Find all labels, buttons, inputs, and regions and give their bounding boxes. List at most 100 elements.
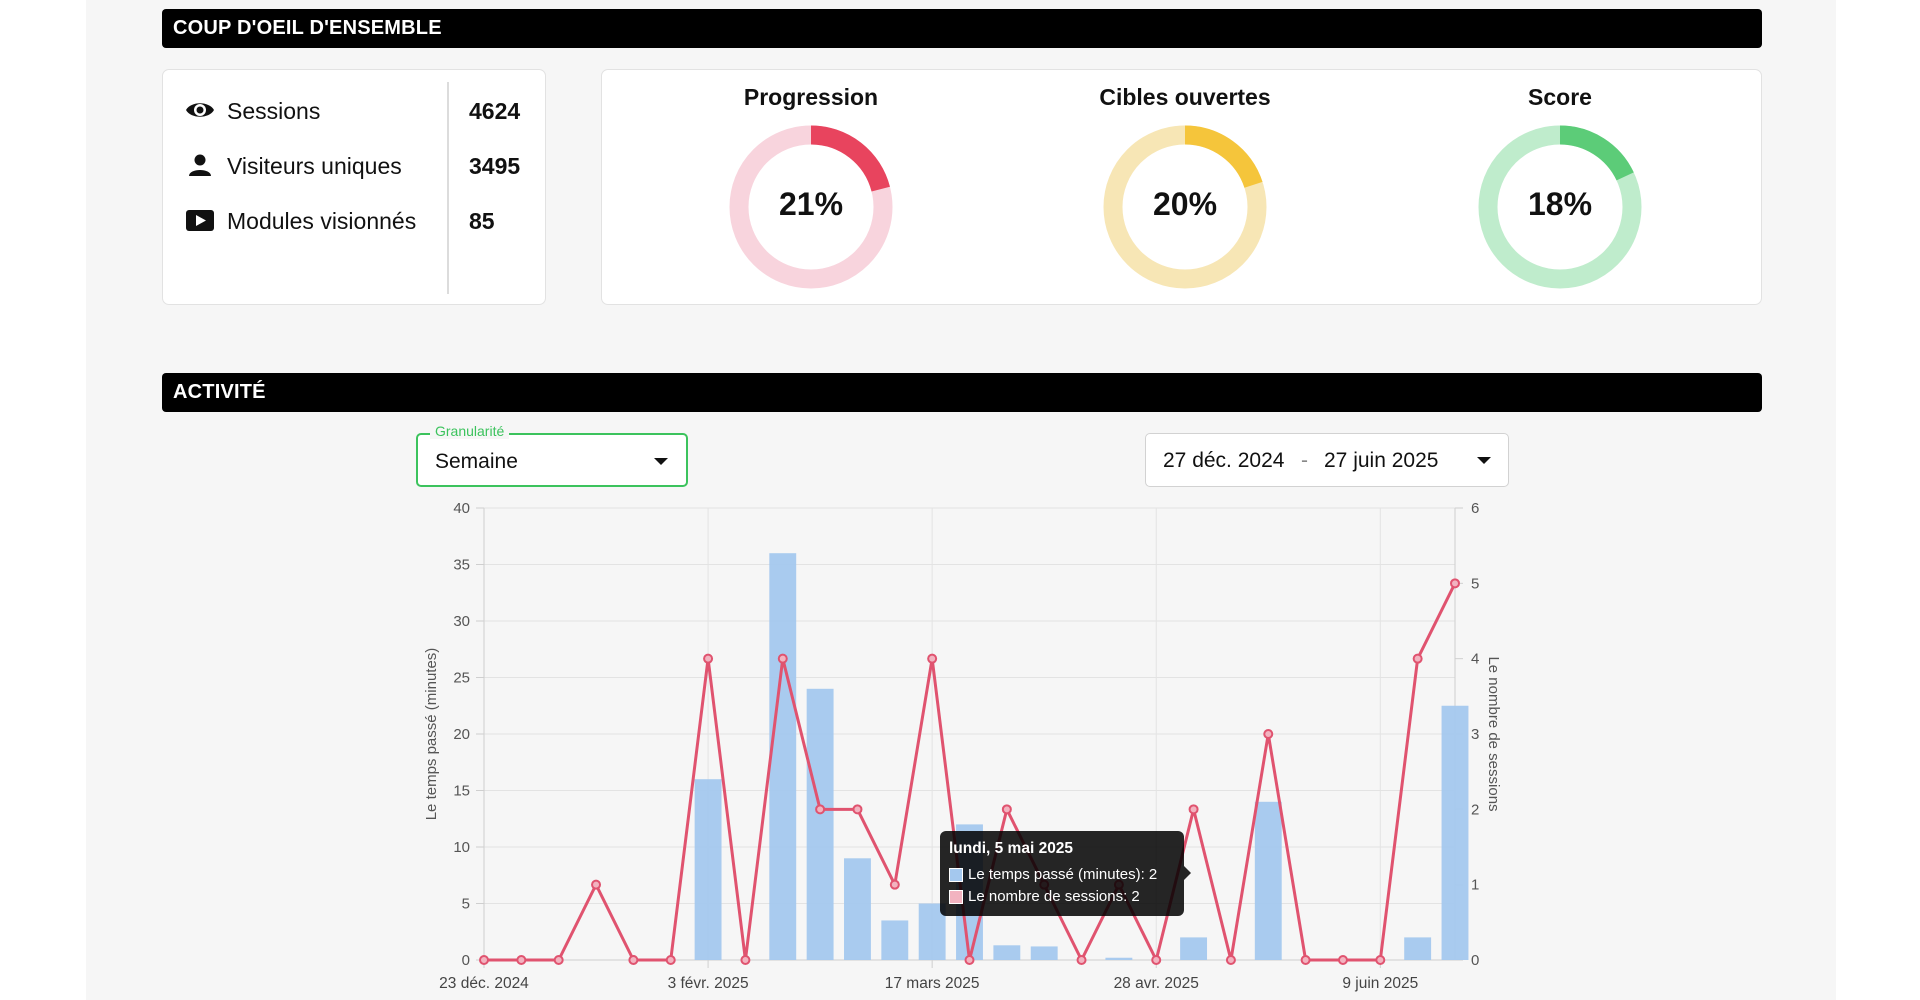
bar — [881, 920, 909, 960]
stats-divider — [447, 82, 449, 294]
line-point — [1412, 653, 1423, 664]
line-point — [964, 955, 975, 965]
donut-arc — [1103, 125, 1267, 289]
line-point — [889, 879, 900, 890]
line-point — [628, 955, 639, 965]
tooltip-swatch-bar — [949, 868, 963, 882]
stat-row-visitors: Visiteurs uniques 3495 — [163, 145, 543, 185]
bar — [806, 688, 834, 960]
x-tick-label: 3 févr. 2025 — [668, 975, 749, 992]
bar — [694, 779, 722, 960]
y-axis-title: Le temps passé (minutes) — [423, 648, 440, 821]
donuts-card: Progression 21% Cibles ouvertes 20% Scor… — [601, 69, 1762, 305]
line-point — [553, 955, 564, 965]
donut-value: 18% — [1527, 186, 1593, 222]
line-point — [479, 955, 489, 965]
date-start: 27 déc. 2024 — [1163, 449, 1285, 472]
bar — [1404, 937, 1432, 960]
line-point — [591, 879, 602, 890]
sessions-label: Sessions — [227, 98, 321, 124]
donut-score: Score 18% — [1410, 70, 1710, 300]
bar — [1180, 937, 1208, 960]
stats-card: Sessions 4624 Visiteurs uniques 3495 Mod… — [162, 69, 546, 305]
line-point — [815, 804, 826, 815]
bar — [1105, 957, 1133, 960]
line-point — [703, 653, 714, 664]
donut-title: Cibles ouvertes — [1099, 84, 1271, 110]
donut-ring — [1103, 125, 1267, 289]
donut-value: 20% — [1152, 186, 1218, 222]
date-separator: - — [1301, 449, 1308, 472]
donut-ring — [1478, 125, 1642, 289]
visitors-value: 3495 — [469, 153, 521, 179]
y2-tick-label: 3 — [1471, 726, 1479, 743]
y-tick-label: 30 — [453, 613, 470, 630]
activity-header: ACTIVITÉ — [162, 373, 1762, 412]
line-point — [1450, 578, 1460, 589]
chevron-down-icon — [1477, 457, 1491, 464]
date-end: 27 juin 2025 — [1324, 449, 1439, 472]
date-range-picker[interactable]: 27 déc. 2024 - 27 juin 2025 — [1145, 433, 1509, 487]
bar — [844, 858, 871, 960]
tooltip-title: lundi, 5 mai 2025 — [949, 840, 1074, 857]
line-point — [1263, 729, 1274, 739]
x-tick-label: 23 déc. 2024 — [439, 975, 529, 992]
y2-tick-label: 2 — [1471, 801, 1479, 818]
y2-tick-label: 4 — [1471, 651, 1479, 668]
stat-row-sessions: Sessions 4624 — [163, 90, 543, 130]
eye-icon — [185, 98, 215, 122]
y2-tick-label: 1 — [1471, 877, 1479, 894]
tooltip-arrow — [1184, 866, 1191, 880]
line-point — [1375, 955, 1386, 965]
line-point — [1337, 955, 1348, 965]
line-point — [852, 804, 863, 815]
y-tick-label: 10 — [453, 839, 470, 856]
donut-title: Score — [1528, 84, 1592, 110]
user-icon — [185, 153, 215, 177]
chevron-down-icon — [654, 458, 668, 465]
line-point — [1076, 955, 1087, 965]
donut-ring — [729, 125, 893, 289]
bar — [1254, 801, 1282, 960]
y-tick-label: 35 — [453, 557, 470, 574]
line-point — [1225, 955, 1236, 965]
line-point — [740, 955, 751, 965]
donut-value: 21% — [778, 186, 844, 222]
donut-cibles: Cibles ouvertes 20% — [1035, 70, 1335, 300]
bar — [993, 945, 1021, 960]
y2-tick-label: 6 — [1471, 500, 1479, 517]
tooltip-swatch-line — [949, 890, 963, 904]
x-tick-label: 9 juin 2025 — [1342, 975, 1418, 992]
line-point — [777, 653, 788, 664]
y-tick-label: 15 — [453, 783, 470, 800]
granularity-value: Semaine — [435, 450, 518, 473]
stat-row-modules: Modules visionnés 85 — [163, 200, 543, 240]
y-tick-label: 25 — [453, 670, 470, 687]
donut-arc — [729, 125, 893, 289]
donut-arc — [1478, 125, 1642, 289]
modules-label: Modules visionnés — [227, 208, 417, 234]
bar — [769, 553, 797, 960]
line-point — [927, 653, 938, 664]
sessions-value: 4624 — [469, 98, 521, 124]
y-tick-label: 20 — [453, 726, 470, 743]
donut-title: Progression — [743, 84, 879, 110]
granularity-select[interactable]: Granularité Semaine — [416, 423, 688, 487]
x-tick-label: 17 mars 2025 — [885, 975, 980, 992]
tooltip-text: Le temps passé (minutes): 2 — [968, 866, 1158, 883]
play-icon — [185, 208, 215, 232]
y2-tick-label: 0 — [1471, 952, 1479, 969]
line-point — [1151, 955, 1162, 965]
granularity-legend: Granularité — [430, 423, 510, 439]
y2-axis-title: Le nombre de sessions — [1485, 656, 1502, 811]
y2-tick-label: 5 — [1471, 575, 1479, 592]
bar — [1441, 705, 1469, 960]
y-tick-label: 0 — [462, 952, 470, 969]
x-tick-label: 28 avr. 2025 — [1114, 975, 1199, 992]
modules-value: 85 — [469, 208, 495, 234]
overview-header: COUP D'OEIL D'ENSEMBLE — [162, 9, 1762, 48]
chart-tooltip: lundi, 5 mai 2025 Le temps passé (minute… — [940, 831, 1191, 916]
visitors-label: Visiteurs uniques — [227, 153, 402, 179]
line-point — [1300, 955, 1311, 965]
